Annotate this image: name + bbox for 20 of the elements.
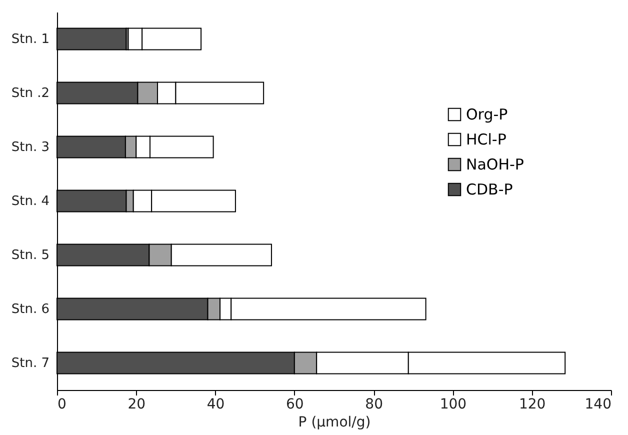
- y-tick-label: Stn. 4: [11, 194, 50, 209]
- x-tick-label: 140: [584, 396, 612, 412]
- x-tick-label: 100: [440, 396, 467, 412]
- x-tick-label: 120: [518, 396, 546, 412]
- x-tick-label: 40: [206, 396, 225, 412]
- legend-label: HCl-P: [466, 130, 506, 148]
- legend-label: NaOH-P: [466, 156, 524, 174]
- x-axis-title: P (μmol/g): [298, 414, 371, 430]
- x-tick-label: 80: [365, 396, 383, 412]
- y-tick-label: Stn. 3: [11, 140, 50, 155]
- x-tick-label: 20: [128, 396, 146, 412]
- x-tick-label: 60: [286, 396, 304, 412]
- legend-label: Org-P: [466, 106, 508, 124]
- y-tick-label: Stn. 5: [11, 248, 50, 263]
- y-tick-label: Stn. 7: [11, 356, 50, 371]
- y-tick-label: Stn .2: [11, 86, 50, 101]
- x-tick-label: 0: [58, 396, 66, 412]
- y-tick-label: Stn. 6: [11, 302, 50, 317]
- legend-label: CDB-P: [466, 180, 513, 198]
- y-tick-label: Stn. 1: [11, 32, 50, 47]
